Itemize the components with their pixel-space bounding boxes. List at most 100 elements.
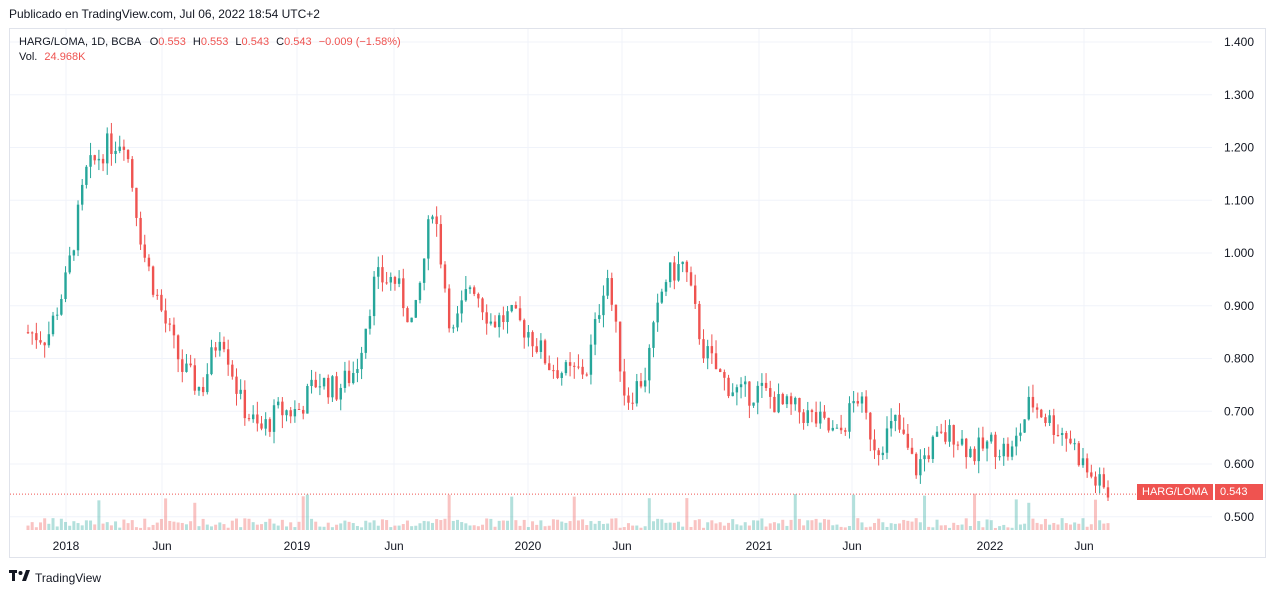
- candle-body: [389, 277, 392, 283]
- volume-bar: [218, 522, 222, 530]
- candle-body: [306, 386, 309, 414]
- candle-body: [281, 401, 284, 416]
- candle-body: [1044, 417, 1047, 424]
- candle-body: [556, 370, 559, 379]
- candle-body: [447, 288, 451, 329]
- volume-bar: [426, 521, 430, 530]
- candle-body: [956, 444, 960, 446]
- volume-bar: [935, 519, 939, 530]
- candle-body: [552, 370, 555, 372]
- legend-symbol: HARG/LOMA, 1D, BCBA: [19, 36, 141, 48]
- candle-body: [372, 276, 376, 317]
- candle-body: [318, 386, 322, 388]
- candle-body: [160, 294, 163, 311]
- volume-bar: [631, 525, 635, 530]
- candle-body: [660, 291, 664, 303]
- candle-body: [764, 382, 768, 389]
- candle-body: [189, 363, 192, 366]
- candle-body: [965, 438, 968, 458]
- footer: TradingView: [9, 570, 101, 585]
- candle-body: [156, 294, 159, 296]
- volume-bar: [385, 520, 389, 530]
- volume-bar: [681, 526, 685, 530]
- candle-body: [385, 282, 388, 284]
- volume-bar: [693, 520, 697, 530]
- volume-bar: [159, 519, 163, 530]
- volume-bar: [893, 523, 897, 530]
- candle-body: [618, 321, 622, 372]
- volume-bar: [593, 523, 597, 530]
- x-tick-label: 2019: [284, 539, 311, 553]
- volume-bar: [1077, 523, 1081, 530]
- volume-bar: [172, 521, 176, 530]
- volume-bar: [101, 523, 105, 530]
- volume-bar: [97, 500, 101, 530]
- volume-bar: [405, 520, 409, 530]
- volume-bar: [234, 518, 238, 530]
- candle-body: [794, 397, 797, 405]
- candle-body: [1027, 396, 1030, 420]
- candle-body: [656, 302, 659, 323]
- volume-bar: [998, 526, 1002, 530]
- volume-bar: [1068, 524, 1072, 530]
- volume-bar: [752, 520, 756, 530]
- candle-body: [864, 396, 868, 413]
- chart-frame[interactable]: [9, 28, 1266, 558]
- candle-body: [464, 289, 468, 301]
- volume-bar: [685, 498, 689, 530]
- candle-body: [856, 401, 860, 404]
- candle-body: [264, 419, 267, 429]
- volume-bar: [551, 519, 555, 530]
- candle-body: [335, 376, 338, 400]
- candle-body: [143, 244, 146, 258]
- candle-body: [414, 300, 417, 318]
- legend-volume-value: 24.968K: [44, 51, 86, 63]
- candle-body: [664, 282, 668, 292]
- volume-bar: [802, 525, 806, 530]
- volume-bar: [822, 519, 826, 530]
- candle-body: [506, 311, 509, 323]
- x-tick-label: 2022: [977, 539, 1004, 553]
- volume-bar: [702, 527, 706, 530]
- candle-body: [1102, 474, 1106, 488]
- volume-bar: [864, 527, 868, 530]
- candle-body: [285, 410, 288, 416]
- candle-body: [827, 417, 830, 431]
- candle-body: [835, 427, 839, 429]
- candle-body: [944, 432, 947, 442]
- volume-bar: [293, 527, 297, 530]
- footer-brand[interactable]: TradingView: [35, 570, 102, 585]
- candle-body: [602, 295, 605, 316]
- volume-bar: [956, 525, 960, 530]
- candle-body: [431, 216, 434, 220]
- volume-bar: [747, 525, 751, 530]
- candle-body: [1019, 432, 1022, 436]
- tradingview-logo-icon[interactable]: [9, 570, 31, 585]
- volume-bar: [660, 519, 664, 530]
- candle-body: [635, 381, 639, 404]
- volume-bar: [201, 518, 205, 530]
- volume-bar: [114, 521, 118, 530]
- volume-bar: [1081, 518, 1085, 530]
- volume-bar: [672, 522, 676, 530]
- candle-body: [1056, 434, 1060, 436]
- candle-body: [710, 346, 714, 354]
- candle-body: [331, 376, 334, 398]
- volume-bar: [130, 520, 134, 530]
- candle-body: [1090, 472, 1093, 477]
- volume-bar: [401, 524, 405, 530]
- candle-body: [235, 376, 238, 394]
- candle-body: [460, 300, 463, 314]
- volume-bar: [664, 522, 668, 530]
- y-tick-label: 1.000: [1224, 246, 1254, 260]
- volume-bar: [109, 525, 113, 530]
- x-tick-label: Jun: [384, 539, 403, 553]
- volume-bar: [351, 523, 355, 530]
- volume-bar: [960, 524, 964, 530]
- candle-body: [802, 412, 805, 423]
- y-tick-label: 0.600: [1224, 457, 1254, 471]
- volume-bar: [118, 527, 122, 530]
- volume-bar: [443, 518, 447, 530]
- volume-bar: [639, 527, 643, 530]
